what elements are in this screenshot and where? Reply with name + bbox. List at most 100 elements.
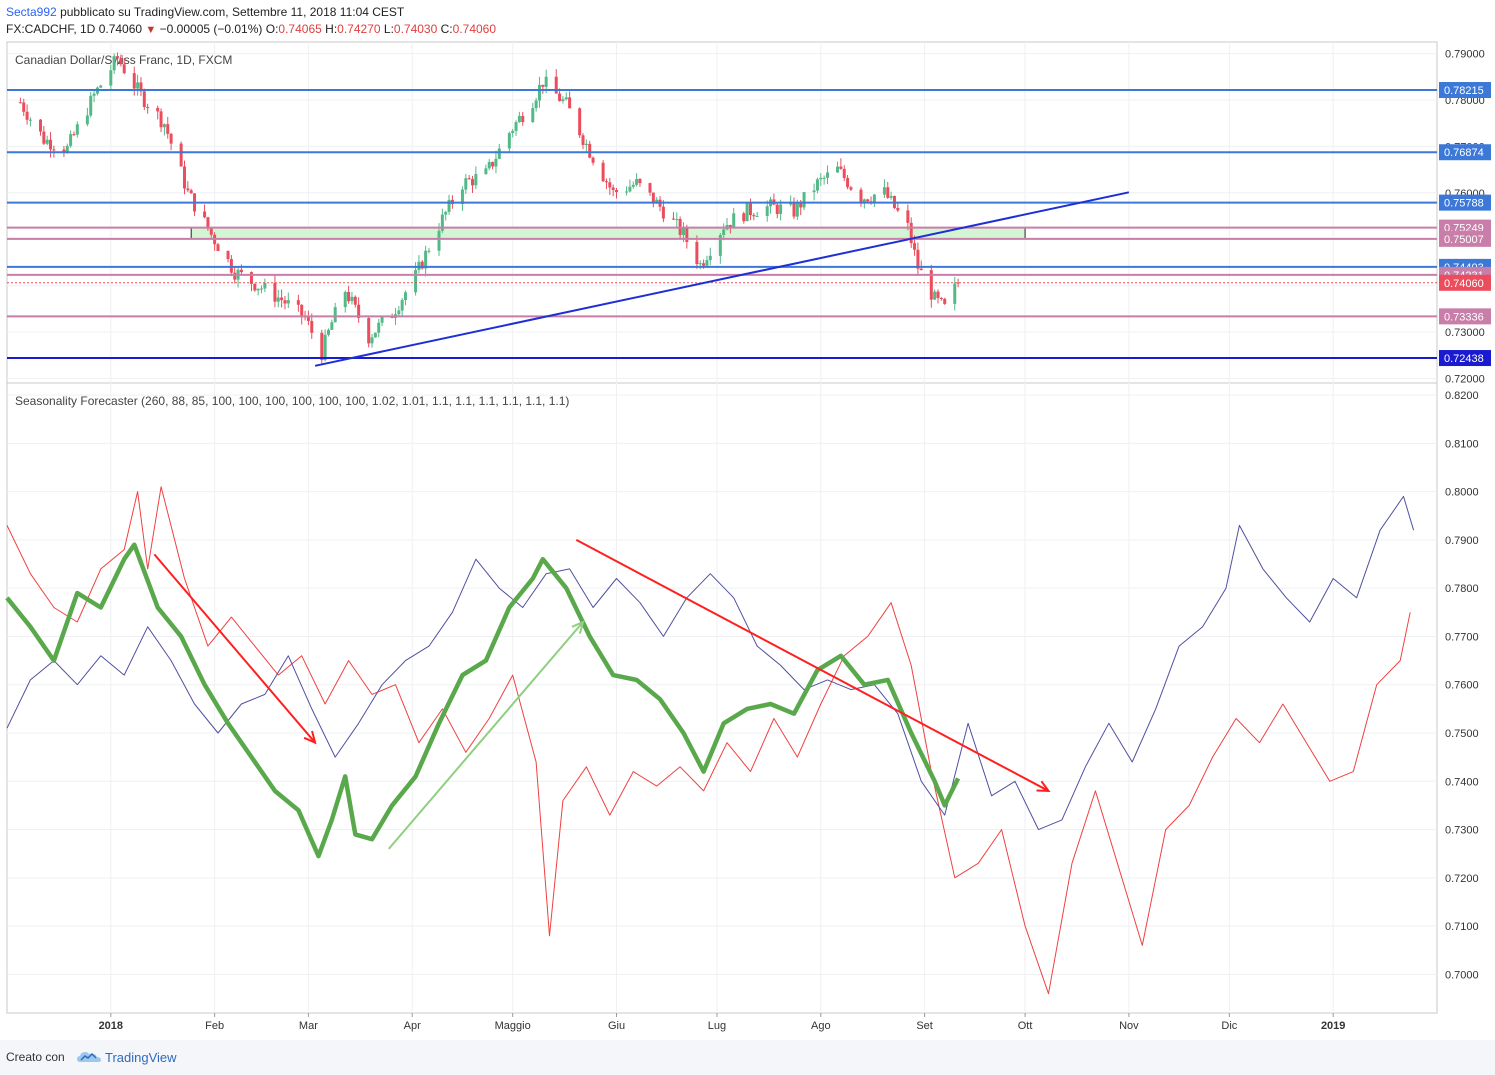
candle-body[interactable] (169, 133, 173, 144)
candle-body[interactable] (651, 192, 655, 204)
candle-body[interactable] (765, 206, 769, 216)
candle-body[interactable] (420, 261, 424, 269)
candle-body[interactable] (615, 189, 619, 193)
candle-body[interactable] (69, 134, 73, 146)
candle-body[interactable] (802, 192, 806, 208)
candle-body[interactable] (916, 249, 920, 269)
candle-body[interactable] (558, 93, 562, 102)
candle-body[interactable] (732, 213, 736, 228)
candle-body[interactable] (779, 204, 783, 215)
candle-body[interactable] (584, 143, 588, 145)
candle-body[interactable] (568, 97, 572, 109)
candle-body[interactable] (561, 99, 565, 102)
candle-body[interactable] (909, 222, 913, 244)
candle-body[interactable] (819, 177, 823, 180)
candle-body[interactable] (353, 296, 357, 305)
candle-body[interactable] (182, 166, 186, 189)
candle-body[interactable] (695, 241, 699, 265)
candle-body[interactable] (186, 188, 190, 191)
candle-body[interactable] (638, 178, 642, 184)
candle-body[interactable] (116, 56, 120, 59)
candle-body[interactable] (815, 179, 819, 191)
candle-body[interactable] (229, 259, 233, 273)
blue-forecast-series[interactable] (6, 495, 1415, 831)
candle-body[interactable] (862, 199, 866, 203)
candle-body[interactable] (99, 85, 103, 88)
candle-body[interactable] (601, 162, 605, 182)
candle-body[interactable] (367, 318, 371, 344)
candle-body[interactable] (842, 168, 846, 179)
candle-body[interactable] (357, 304, 361, 319)
red-trend-arrow[interactable] (575, 539, 1049, 792)
candle-body[interactable] (648, 183, 652, 193)
candle-body[interactable] (142, 91, 146, 108)
candle-body[interactable] (507, 133, 511, 149)
candle-body[interactable] (159, 111, 163, 128)
candle-body[interactable] (49, 139, 53, 150)
candle-body[interactable] (953, 283, 957, 304)
chart-canvas[interactable]: 2018 Feb Mar Apr Maggio Giu Lug Ago Set Ott Nov Dic… (0, 0, 1495, 1040)
candle-body[interactable] (685, 227, 689, 242)
candle-body[interactable] (280, 297, 284, 301)
candle-body[interactable] (919, 268, 923, 271)
candle-body[interactable] (866, 199, 870, 202)
candle-body[interactable] (233, 272, 237, 280)
candle-body[interactable] (846, 178, 850, 188)
candle-body[interactable] (444, 211, 448, 215)
candle-body[interactable] (913, 243, 917, 250)
candle-body[interactable] (956, 282, 960, 284)
candle-body[interactable] (608, 182, 612, 188)
ascending-trendline[interactable] (314, 191, 1130, 367)
candle-body[interactable] (414, 270, 418, 293)
candle-body[interactable] (209, 228, 213, 235)
candle-body[interactable] (896, 207, 900, 211)
candle-body[interactable] (273, 282, 277, 302)
candle-body[interactable] (872, 194, 876, 203)
candle-body[interactable] (343, 292, 347, 308)
candle-body[interactable] (260, 288, 264, 290)
candle-body[interactable] (330, 322, 334, 330)
candle-body[interactable] (206, 217, 210, 229)
candle-body[interactable] (22, 102, 26, 112)
candle-body[interactable] (681, 227, 685, 235)
candle-body[interactable] (300, 304, 304, 317)
candle-body[interactable] (276, 297, 280, 302)
candle-body[interactable] (722, 229, 726, 235)
candle-body[interactable] (718, 234, 722, 256)
candle-body[interactable] (179, 143, 183, 167)
candle-body[interactable] (491, 161, 495, 167)
candle-body[interactable] (514, 122, 518, 131)
candle-body[interactable] (728, 224, 732, 228)
candle-body[interactable] (132, 73, 136, 89)
candle-body[interactable] (28, 119, 32, 121)
candle-body[interactable] (886, 187, 890, 198)
candle-body[interactable] (42, 131, 46, 144)
candle-body[interactable] (541, 84, 545, 87)
candle-body[interactable] (708, 255, 712, 261)
candle-body[interactable] (531, 108, 535, 123)
candle-body[interactable] (52, 149, 56, 151)
candle-body[interactable] (795, 202, 799, 217)
candle-body[interactable] (427, 250, 431, 252)
candle-body[interactable] (859, 189, 863, 203)
candle-body[interactable] (611, 187, 615, 190)
candle-body[interactable] (75, 124, 79, 135)
candle-body[interactable] (239, 269, 243, 273)
candle-body[interactable] (939, 297, 943, 299)
candle-body[interactable] (373, 332, 377, 338)
candle-body[interactable] (283, 300, 287, 304)
tradingview-cloud-icon[interactable] (76, 1049, 102, 1065)
candle-body[interactable] (882, 187, 886, 195)
candle-body[interactable] (661, 206, 665, 219)
candle-body[interactable] (310, 320, 314, 333)
candle-body[interactable] (253, 283, 257, 291)
candle-body[interactable] (702, 263, 706, 266)
candle-body[interactable] (263, 282, 267, 289)
candle-body[interactable] (748, 203, 752, 216)
candle-body[interactable] (45, 139, 49, 144)
candle-body[interactable] (25, 111, 29, 120)
candle-body[interactable] (404, 292, 408, 301)
candle-body[interactable] (544, 76, 548, 87)
candle-body[interactable] (929, 270, 933, 300)
candle-body[interactable] (581, 135, 585, 145)
